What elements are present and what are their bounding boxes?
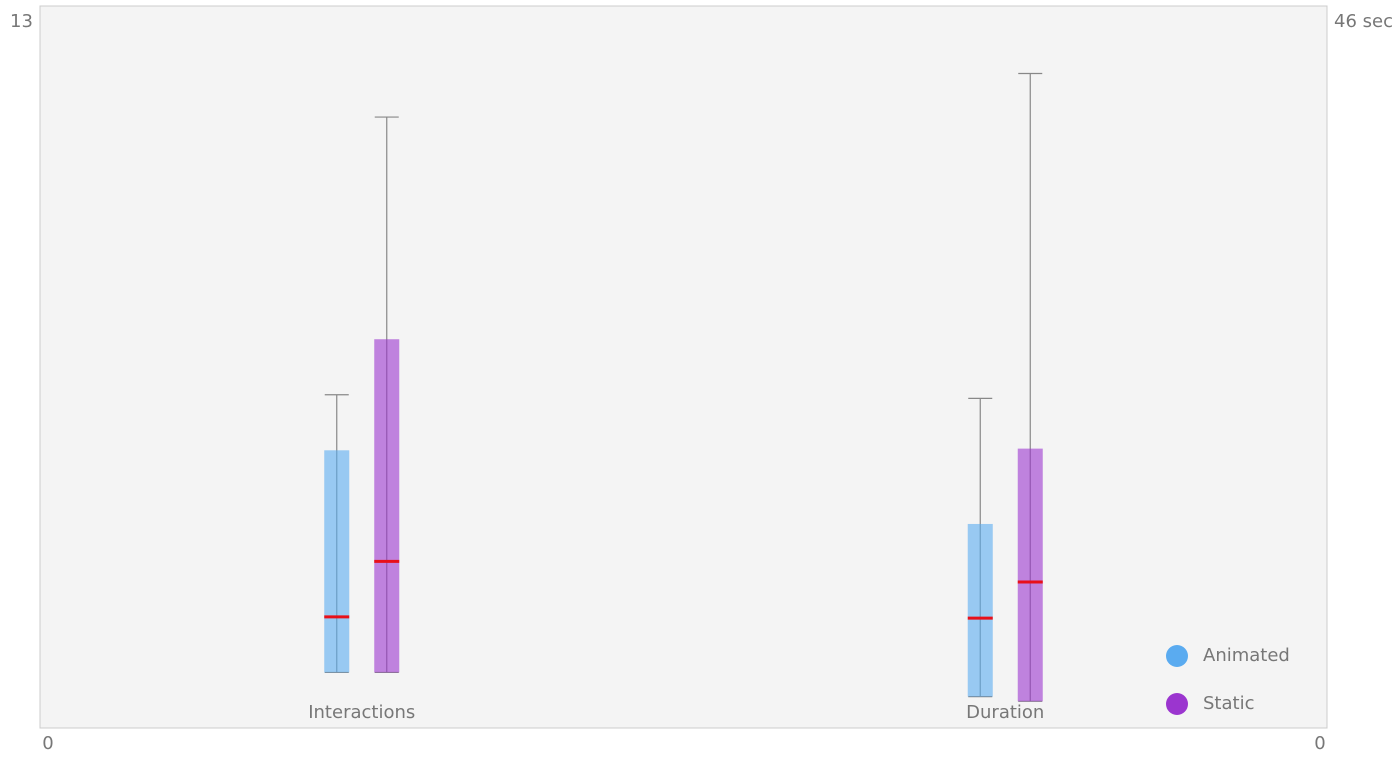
legend-label: Static (1203, 693, 1254, 714)
plot-area (39, 5, 1328, 729)
box (967, 523, 993, 697)
y2-tick-label: 46 sec (1334, 11, 1393, 32)
box (324, 450, 350, 673)
box (374, 339, 400, 673)
legend-label: Animated (1203, 645, 1290, 666)
x-tick-label: Interactions (308, 702, 415, 723)
legend-marker (1166, 693, 1188, 715)
legend-marker (1166, 645, 1188, 667)
y-tick-label: 0 (42, 733, 53, 754)
box (1017, 448, 1043, 702)
y2-tick-label: 0 (1314, 733, 1325, 754)
y-tick-label: 13 (10, 11, 33, 32)
x-tick-label: Duration (966, 702, 1044, 723)
